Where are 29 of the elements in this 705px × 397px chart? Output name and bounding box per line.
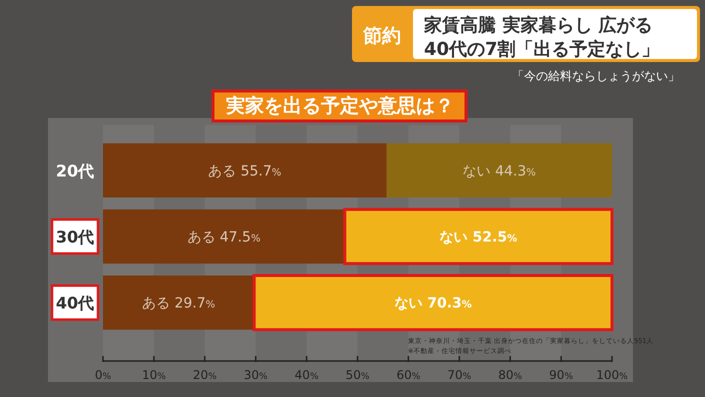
x-tick-label: 50%: [346, 368, 370, 382]
bar: [386, 143, 612, 198]
chart-title: 実家を出る予定や意思は？: [225, 95, 454, 117]
data-label: ある 29.7%: [142, 296, 216, 312]
x-tick-label: 10%: [142, 368, 166, 382]
x-tick-label: 80%: [498, 368, 523, 382]
text: 「今の給料ならしょうがない」: [512, 69, 680, 83]
y-tick-label: 20代: [56, 161, 94, 180]
text: 節約: [362, 25, 401, 47]
x-tick-label: 0%: [94, 368, 112, 382]
y-tick-label: 30代: [56, 228, 94, 246]
data-label: ある 55.7%: [208, 163, 282, 180]
data-label: ない 52.5%: [440, 230, 518, 246]
bar: [103, 209, 345, 264]
x-tick-label: 60%: [396, 368, 421, 382]
x-tick-label: 20%: [192, 368, 218, 382]
text: 40代の7割「出る予定なし」: [424, 39, 660, 60]
text: 家賃高騰 実家暮らし 広がる: [423, 15, 653, 36]
bar: [103, 275, 254, 330]
data-label: ない 44.3%: [462, 163, 536, 180]
data-label: ある 47.5%: [187, 230, 260, 246]
x-tick-label: 90%: [549, 368, 574, 382]
x-tick-label: 30%: [244, 368, 268, 382]
x-tick-label: 100%: [596, 368, 628, 382]
x-tick-label: 70%: [447, 368, 472, 382]
bar: [103, 143, 387, 198]
y-tick-label: 40代: [56, 294, 94, 313]
data-label: ない 70.3%: [394, 296, 472, 312]
x-tick-label: 40%: [294, 368, 319, 382]
